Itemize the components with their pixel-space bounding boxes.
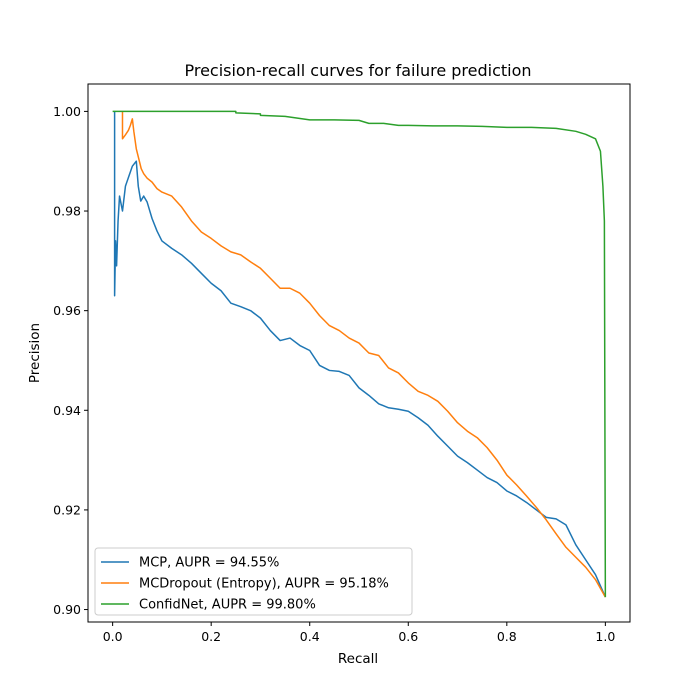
legend: MCP, AUPR = 94.55% MCDropout (Entropy), A…: [94, 547, 413, 616]
x-tick-label: 1.0: [595, 629, 615, 644]
series-line-1: [113, 111, 607, 598]
chart-title: Precision-recall curves for failure pred…: [184, 61, 531, 80]
x-axis-ticks: 0.0 0.2 0.4 0.6 0.8 1.0: [103, 622, 615, 644]
series-line-3: [112, 110, 607, 598]
x-tick-label: 0.4: [300, 629, 320, 644]
y-tick-label: 0.98: [53, 204, 81, 219]
series-line-2: [121, 111, 607, 598]
y-tick-label: 0.96: [53, 303, 81, 318]
x-axis-label: Recall: [338, 651, 378, 667]
y-tick-label: 0.90: [53, 602, 81, 617]
y-tick-label: 1.00: [53, 104, 81, 119]
y-tick-label: 0.92: [53, 502, 81, 517]
y-axis-ticks: 0.90 0.92 0.94 0.96 0.98 1.00: [53, 104, 88, 617]
axes-frame: [87, 83, 631, 623]
x-tick-label: 0.6: [398, 629, 418, 644]
x-tick-label: 0.0: [103, 629, 123, 644]
plot-area: [112, 110, 607, 598]
legend-label-3: ConfidNet, AUPR = 99.80%: [139, 598, 316, 613]
legend-label-1: MCP, AUPR = 94.55%: [139, 556, 279, 571]
legend-label-2: MCDropout (Entropy), AUPR = 95.18%: [139, 577, 389, 592]
y-tick-label: 0.94: [53, 403, 81, 418]
y-axis-label: Precision: [27, 323, 43, 383]
x-tick-label: 0.2: [201, 629, 221, 644]
x-tick-label: 0.8: [497, 629, 517, 644]
legend-box: [94, 547, 413, 616]
